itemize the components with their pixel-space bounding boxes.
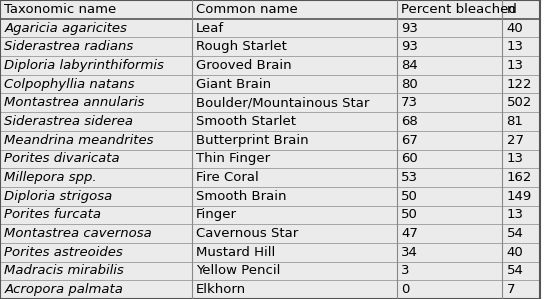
Text: Leaf: Leaf [196, 22, 224, 34]
Text: 3: 3 [401, 265, 410, 277]
Text: 81: 81 [507, 115, 523, 128]
Text: 60: 60 [401, 152, 418, 165]
Text: 13: 13 [507, 40, 523, 53]
Text: Montastrea annularis: Montastrea annularis [4, 96, 145, 109]
Text: 13: 13 [507, 152, 523, 165]
Text: 84: 84 [401, 59, 418, 72]
Text: Grooved Brain: Grooved Brain [196, 59, 292, 72]
Text: Boulder/Mountainous Star: Boulder/Mountainous Star [196, 96, 369, 109]
Text: 54: 54 [507, 227, 523, 240]
Text: n: n [507, 3, 515, 16]
Text: Porites furcata: Porites furcata [4, 208, 101, 221]
Text: Millepora spp.: Millepora spp. [4, 171, 97, 184]
Text: 162: 162 [507, 171, 532, 184]
Text: 93: 93 [401, 40, 418, 53]
Text: Mustard Hill: Mustard Hill [196, 246, 275, 259]
Text: Diploria labyrinthiformis: Diploria labyrinthiformis [4, 59, 164, 72]
Text: Taxonomic name: Taxonomic name [4, 3, 117, 16]
Text: Diploria strigosa: Diploria strigosa [4, 190, 113, 203]
Text: Giant Brain: Giant Brain [196, 78, 271, 91]
Text: Cavernous Star: Cavernous Star [196, 227, 298, 240]
Text: 47: 47 [401, 227, 418, 240]
Text: Rough Starlet: Rough Starlet [196, 40, 287, 53]
Text: 34: 34 [401, 246, 418, 259]
Text: Smooth Starlet: Smooth Starlet [196, 115, 296, 128]
Text: Percent bleached: Percent bleached [401, 3, 517, 16]
Text: 149: 149 [507, 190, 532, 203]
Text: 50: 50 [401, 190, 418, 203]
Text: 50: 50 [401, 208, 418, 221]
Text: 0: 0 [401, 283, 410, 296]
Text: 54: 54 [507, 265, 523, 277]
Text: Finger: Finger [196, 208, 237, 221]
Text: Porites astreoides: Porites astreoides [4, 246, 123, 259]
Text: Meandrina meandrites: Meandrina meandrites [4, 134, 154, 147]
Text: 53: 53 [401, 171, 418, 184]
Text: Thin Finger: Thin Finger [196, 152, 270, 165]
Text: Fire Coral: Fire Coral [196, 171, 259, 184]
Text: 80: 80 [401, 78, 418, 91]
Text: 73: 73 [401, 96, 418, 109]
Text: Butterprint Brain: Butterprint Brain [196, 134, 309, 147]
Text: 122: 122 [507, 78, 532, 91]
Text: Siderastrea siderea: Siderastrea siderea [4, 115, 133, 128]
Text: 502: 502 [507, 96, 532, 109]
Text: 7: 7 [507, 283, 515, 296]
Text: Siderastrea radians: Siderastrea radians [4, 40, 133, 53]
Text: 93: 93 [401, 22, 418, 34]
Text: Yellow Pencil: Yellow Pencil [196, 265, 281, 277]
Text: 27: 27 [507, 134, 523, 147]
Text: Agaricia agaricites: Agaricia agaricites [4, 22, 127, 34]
Text: Smooth Brain: Smooth Brain [196, 190, 287, 203]
Text: 13: 13 [507, 59, 523, 72]
Text: Montastrea cavernosa: Montastrea cavernosa [4, 227, 152, 240]
Text: Common name: Common name [196, 3, 298, 16]
Text: 67: 67 [401, 134, 418, 147]
Text: Acropora palmata: Acropora palmata [4, 283, 123, 296]
Text: Colpophyllia natans: Colpophyllia natans [4, 78, 135, 91]
Text: 40: 40 [507, 246, 523, 259]
Text: 13: 13 [507, 208, 523, 221]
Text: 68: 68 [401, 115, 418, 128]
Text: Elkhorn: Elkhorn [196, 283, 246, 296]
Text: Porites divaricata: Porites divaricata [4, 152, 120, 165]
Text: 40: 40 [507, 22, 523, 34]
Text: Madracis mirabilis: Madracis mirabilis [4, 265, 124, 277]
